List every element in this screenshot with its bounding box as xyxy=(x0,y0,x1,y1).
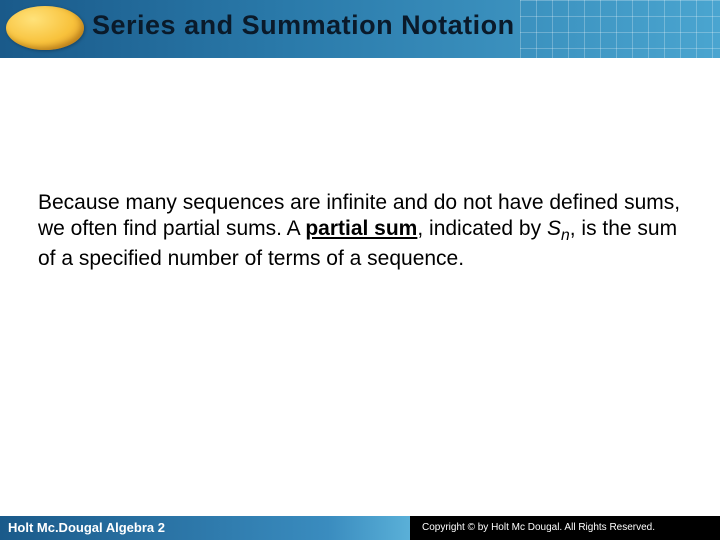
copyright-text: Copyright © by Holt Mc Dougal. All Right… xyxy=(422,516,655,540)
symbol-sub-n: n xyxy=(561,227,570,244)
body-text-mid: , indicated by xyxy=(417,217,547,240)
slide-body-paragraph: Because many sequences are infinite and … xyxy=(38,190,688,272)
header-grid-decoration xyxy=(520,0,720,58)
symbol-S: S xyxy=(547,217,561,240)
slide-footer: Holt Mc.Dougal Algebra 2 Copyright © by … xyxy=(0,516,720,540)
slide-title: Series and Summation Notation xyxy=(92,10,515,41)
slide-header: Series and Summation Notation xyxy=(0,0,720,58)
key-term: partial sum xyxy=(305,217,417,240)
footer-book-title: Holt Mc.Dougal Algebra 2 xyxy=(0,516,410,540)
header-oval-icon xyxy=(6,6,84,50)
footer-copyright: Copyright © by Holt Mc Dougal. All Right… xyxy=(410,516,720,540)
